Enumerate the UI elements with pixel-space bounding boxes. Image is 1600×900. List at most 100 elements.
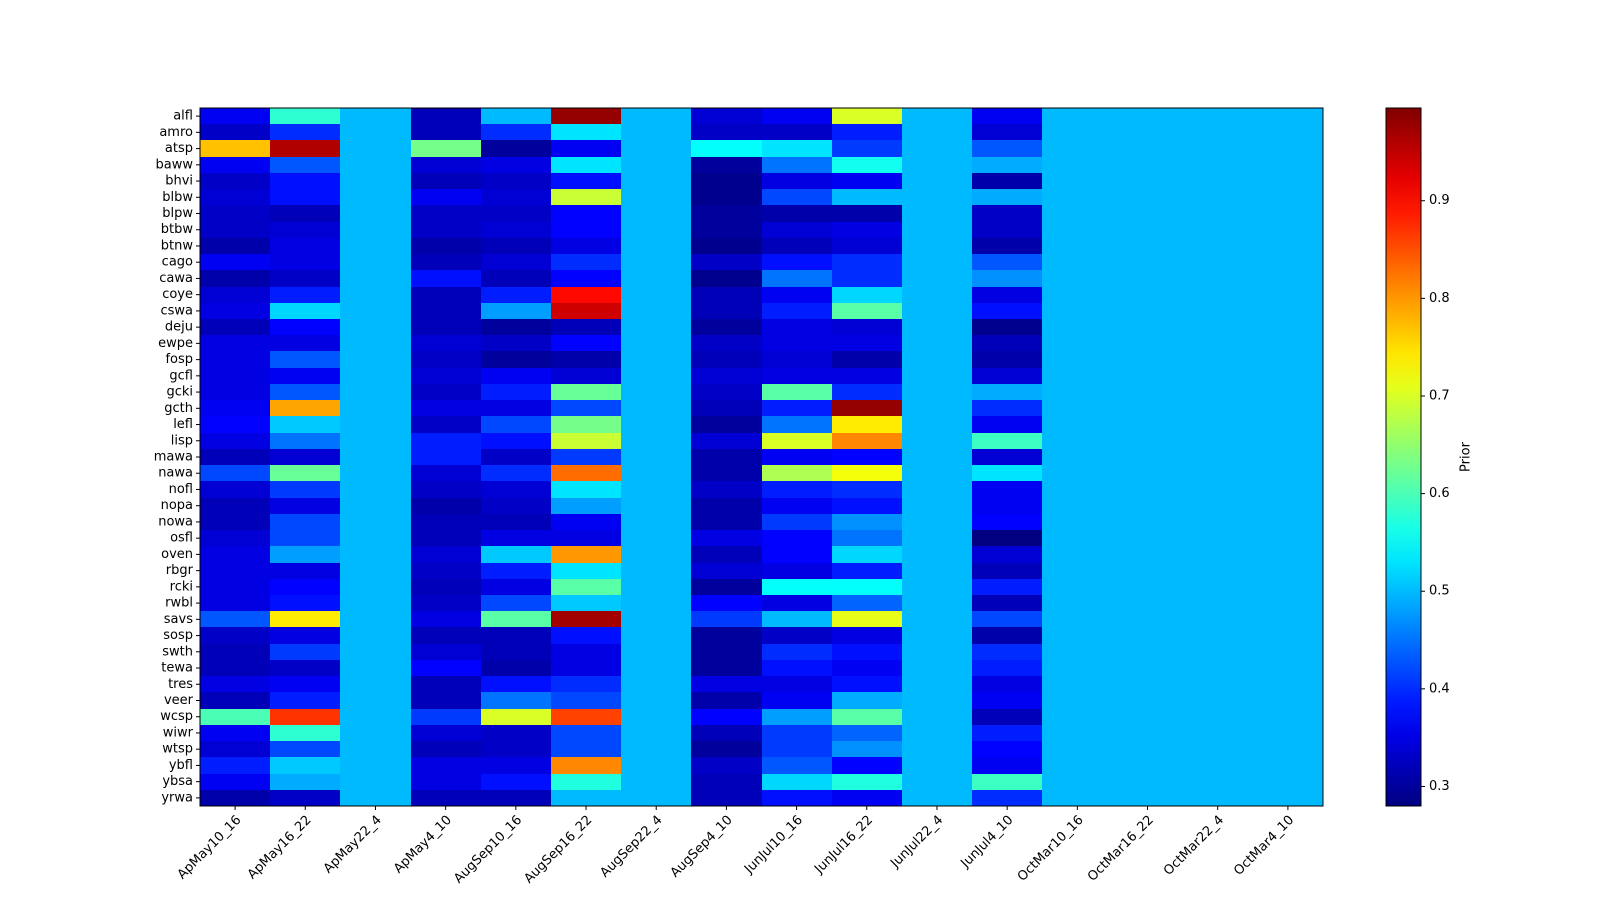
heatmap-cell [551,514,621,530]
heatmap-cell [1112,774,1183,790]
heatmap-cell [551,741,621,757]
heatmap-cell [762,498,832,514]
heatmap-cell [1183,449,1253,465]
heatmap-cell [762,270,832,287]
heatmap-cell [972,644,1042,660]
heatmap-cell [1183,709,1253,725]
heatmap-cell [200,351,270,368]
heatmap-cell [411,579,481,595]
heatmap-cell [411,368,481,384]
y-tick-label: lisp [171,433,193,448]
heatmap-cell [691,351,762,368]
heatmap-cell [691,757,762,774]
heatmap-cell [832,400,902,416]
heatmap-cell [902,368,972,384]
heatmap-cell [1112,481,1183,498]
heatmap-cell [1183,530,1253,546]
heatmap-cell [902,449,972,465]
heatmap-cell [411,108,481,124]
heatmap-cell [1112,254,1183,270]
heatmap-cell [1253,790,1323,806]
heatmap-cell [340,222,411,238]
heatmap-cell [762,579,832,595]
heatmap-cell [1183,400,1253,416]
heatmap-cell [902,222,972,238]
heatmap-cell [762,108,832,124]
heatmap-cell [340,774,411,790]
heatmap-cell [1183,563,1253,579]
heatmap-cell [1183,173,1253,189]
heatmap-cell [1253,189,1323,205]
heatmap-cell [691,254,762,270]
heatmap-cell [1183,303,1253,319]
heatmap-cell [200,595,270,611]
heatmap-cell [832,709,902,725]
heatmap-cell [1042,481,1112,498]
heatmap-cell [481,351,551,368]
colorbar-tick-label: 0.7 [1429,388,1450,403]
heatmap-cell [762,611,832,627]
heatmap-cell [270,400,340,416]
y-tick-label: btnw [161,238,194,253]
heatmap-cell [551,627,621,644]
heatmap-cell [270,757,340,774]
heatmap-cell [340,449,411,465]
heatmap-cell [1112,579,1183,595]
heatmap-cell [411,157,481,173]
heatmap-cell [902,741,972,757]
heatmap-cell [762,627,832,644]
heatmap-cell [832,563,902,579]
heatmap-cell [1042,416,1112,433]
heatmap-cell [481,303,551,319]
heatmap-cell [902,692,972,709]
heatmap-cell [691,627,762,644]
heatmap-cell [481,368,551,384]
heatmap-cell [972,205,1042,222]
heatmap-cell [1183,465,1253,481]
heatmap-cell [972,546,1042,563]
heatmap-cell [551,205,621,222]
heatmap-cell [1112,741,1183,757]
heatmap-cell [832,189,902,205]
y-tick-label: wiwr [163,725,194,740]
heatmap-cell [1253,384,1323,400]
heatmap-cell [551,140,621,157]
heatmap-cell [270,368,340,384]
heatmap-cell [411,741,481,757]
heatmap-cell [1042,254,1112,270]
heatmap-cell [340,481,411,498]
heatmap-cell [481,563,551,579]
x-axis: ApMay10_16 ApMay16_22 ApMay22_4 ApMay4_10Au… [175,806,1297,887]
heatmap-cell [200,222,270,238]
y-tick-label: swth [162,644,193,659]
y-tick-label: oven [161,547,193,562]
heatmap-cell [1042,189,1112,205]
heatmap-cell [411,774,481,790]
heatmap-cell [481,709,551,725]
heatmap-cell [762,368,832,384]
heatmap-cell [1112,449,1183,465]
heatmap-cell [270,530,340,546]
heatmap-cell [762,189,832,205]
heatmap-cell [1042,400,1112,416]
heatmap-cell [621,303,691,319]
heatmap-cell [1042,498,1112,514]
heatmap-cell [200,238,270,254]
heatmap-cell [200,173,270,189]
heatmap-cell [902,563,972,579]
heatmap-cell [621,433,691,449]
heatmap-cell [1042,725,1112,741]
heatmap-cell [1042,124,1112,140]
heatmap-cell [411,238,481,254]
heatmap-cell [691,692,762,709]
heatmap-cell [902,546,972,563]
heatmap-cell [1253,579,1323,595]
heatmap-cell [551,660,621,676]
heatmap-cell [340,319,411,335]
heatmap-cell [691,433,762,449]
x-tick-label: JunJul4_10 [958,813,1017,872]
heatmap-cell [1042,449,1112,465]
heatmap-cell [762,238,832,254]
heatmap-cell [481,692,551,709]
heatmap-cell [200,205,270,222]
